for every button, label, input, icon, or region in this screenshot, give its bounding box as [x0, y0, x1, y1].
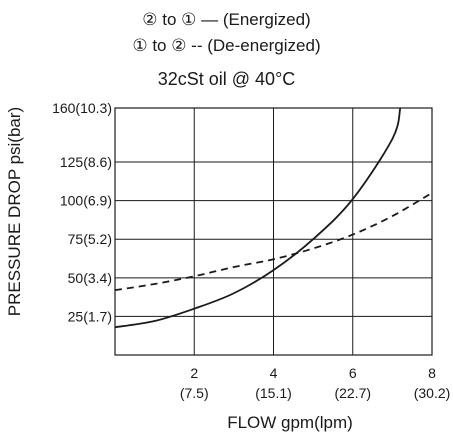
y-tick-label: 25(1.7) [68, 308, 112, 324]
x-tick-labels: 2 (7.5) 4 (15.1) 6 (22.7) 8 (30.2) [180, 365, 450, 401]
series-group [114, 107, 433, 329]
x-tick-sublabel: (22.7) [334, 385, 371, 401]
series-line-de-energized [114, 192, 433, 292]
x-tick-sublabel: (15.1) [255, 385, 292, 401]
y-tick-label: 75(5.2) [68, 231, 112, 247]
series-line-energized [114, 107, 402, 329]
x-tick-label: 4 [270, 365, 278, 381]
x-tick-sublabel: (30.2) [414, 385, 451, 401]
legend-de-energized: ① to ② -- (De-energized) [132, 36, 321, 55]
x-tick-sublabel: (7.5) [180, 385, 209, 401]
x-axis-title: FLOW gpm(lpm) [227, 413, 353, 432]
y-tick-label: 125(8.6) [60, 154, 112, 170]
x-tick-label: 6 [349, 365, 357, 381]
y-tick-labels: 25(1.7) 50(3.4) 75(5.2) 100(6.9) 125(8.6) 160… [52, 100, 112, 324]
grid [115, 108, 432, 355]
y-tick-label: 100(6.9) [60, 193, 112, 209]
y-tick-label: 160(10.3) [52, 100, 112, 116]
x-tick-label: 8 [428, 365, 436, 381]
chart-subtitle: 32cSt oil @ 40°C [157, 69, 296, 89]
x-tick-label: 2 [190, 365, 198, 381]
plot-frame [114, 107, 433, 356]
y-axis-title: PRESSURE DROP psi(bar) [5, 107, 24, 316]
y-tick-label: 50(3.4) [68, 270, 112, 286]
legend-energized: ② to ① — (Energized) [142, 10, 311, 29]
